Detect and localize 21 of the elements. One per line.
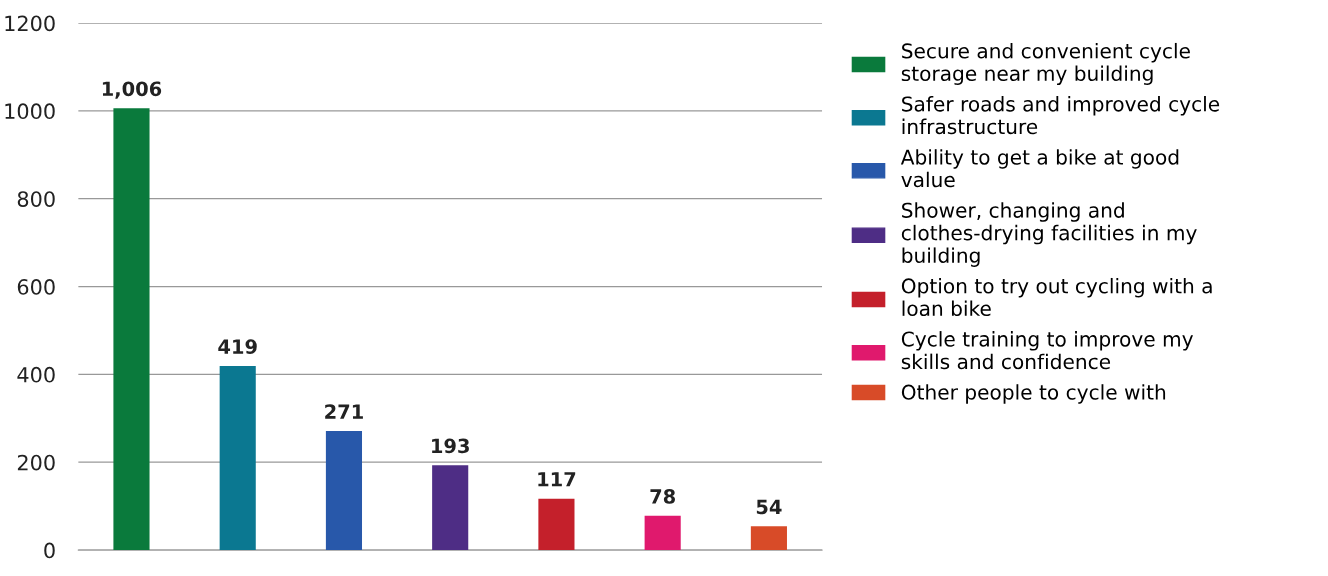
data-label: 117 [538,472,576,487]
y-tick-label: 1200 [5,15,55,32]
legend-label: Other people to cycle with [901,384,1166,404]
legend-label: Ability to get a bike at good value [900,149,1179,188]
data-label: 271 [325,404,363,419]
data-label: 1,006 [102,81,162,99]
y-tick-label: 200 [17,454,55,471]
y-tick-label: 1000 [5,103,55,120]
y-tick-label: 600 [17,279,55,295]
legend-label: Shower, changing and clothes-drying facilities in my building [901,202,1197,267]
data-label: 419 [218,339,257,354]
data-label: 78 [650,489,675,504]
data-label: 193 [432,438,469,454]
y-tick-label: 400 [17,366,55,383]
y-tick-label: 800 [17,191,55,207]
y-tick-label: 0 [44,542,55,559]
legend-label: Secure and convenient cycle storage near my building [901,42,1190,85]
legend-label: Safer roads and improved cycle infrastructure [902,96,1220,135]
data-label: 54 [756,499,782,515]
legend-label: Cycle training to improve my skills and confidence [901,331,1193,370]
legend-label: Option to try out cycling with a loan bike [901,277,1212,317]
